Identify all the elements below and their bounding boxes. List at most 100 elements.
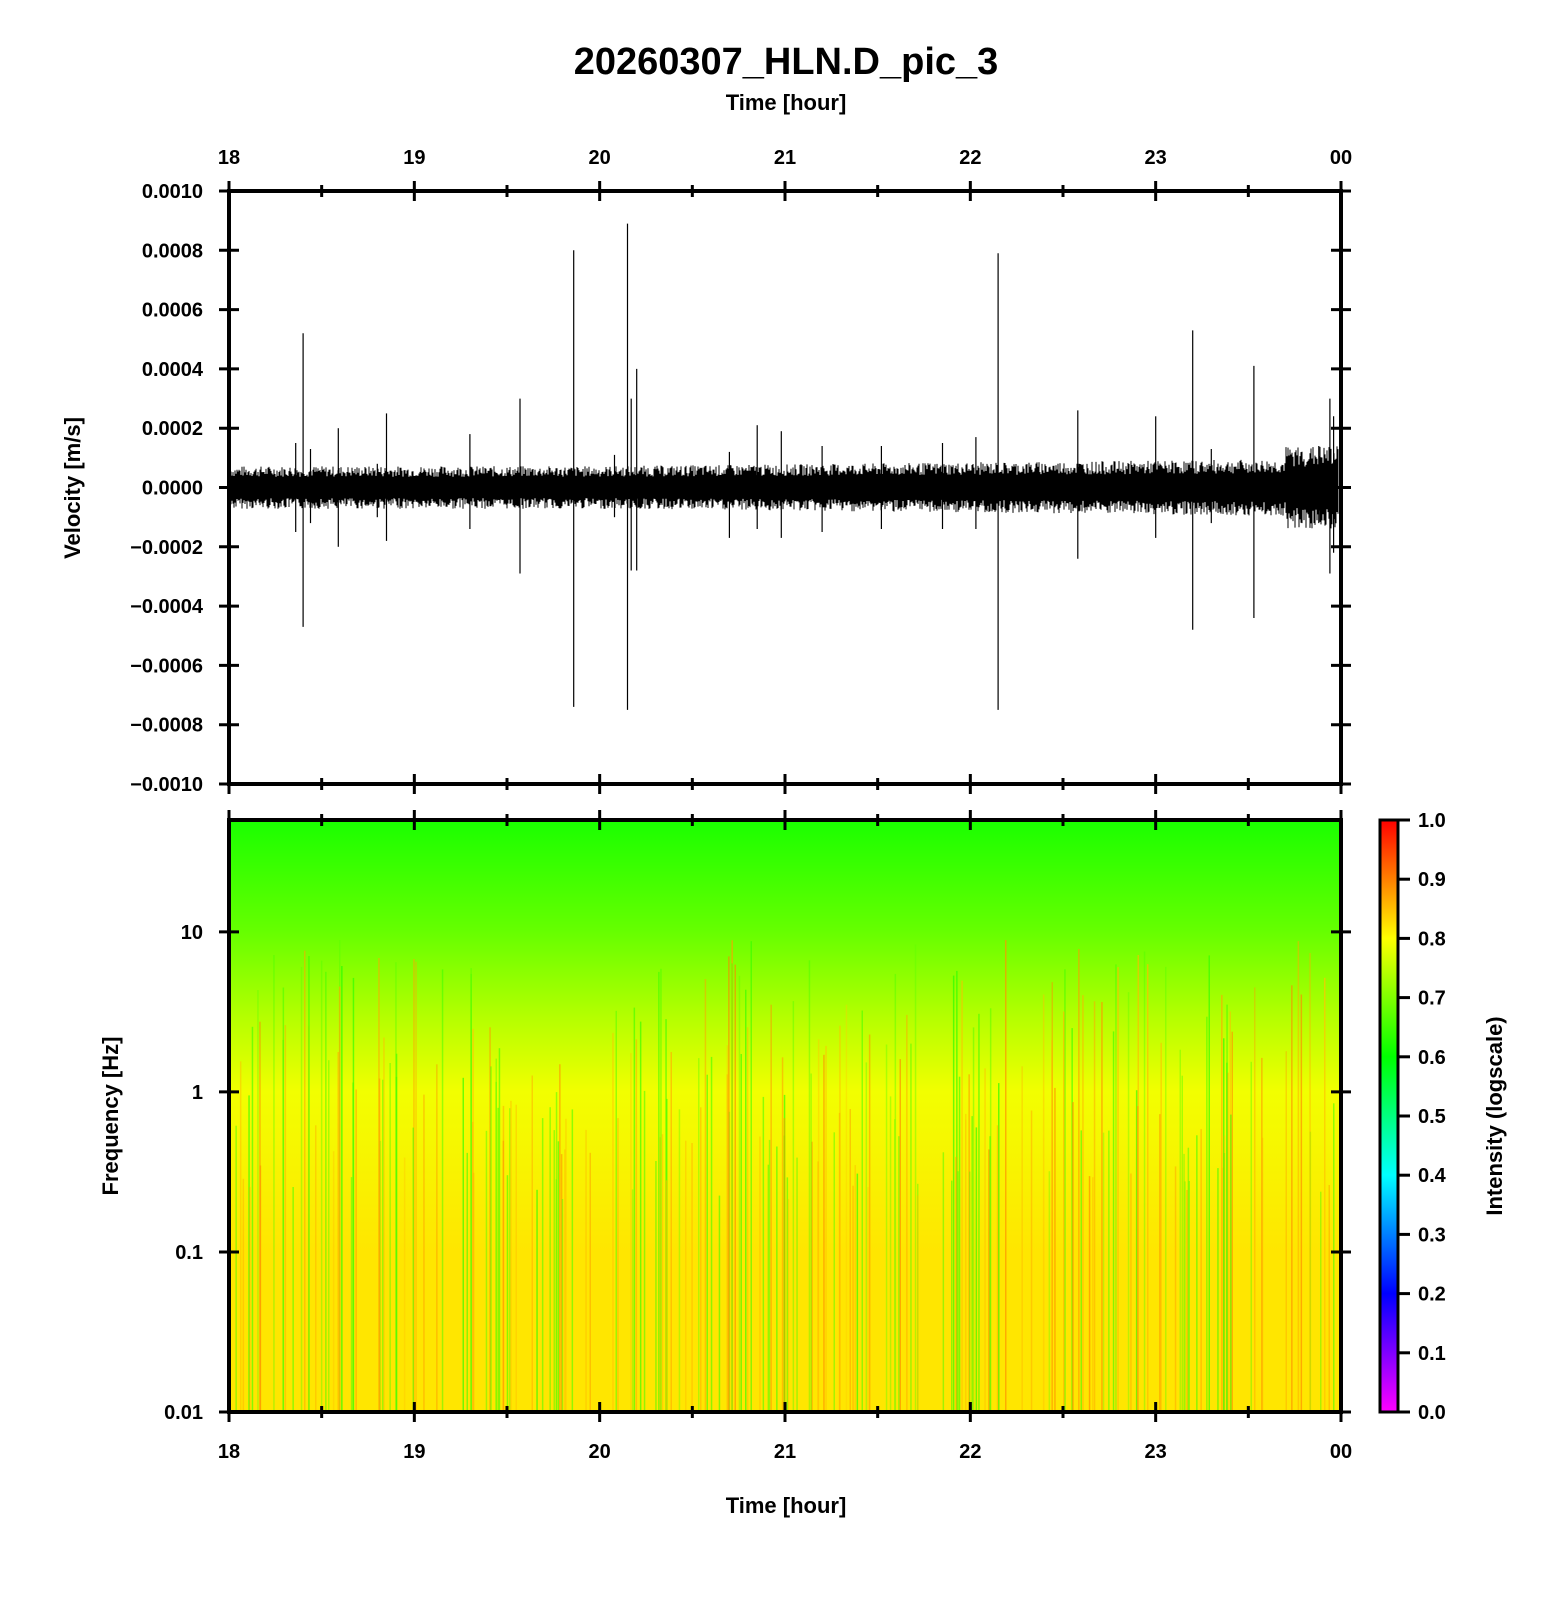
spectrogram-stripe: [249, 1186, 251, 1410]
spectrogram-stripe: [745, 989, 747, 1410]
spectrogram-stripe: [412, 1127, 414, 1410]
spectrogram-stripe: [965, 1113, 967, 1410]
spectrogram-stripe: [1223, 1038, 1225, 1410]
spectrogram-stripe: [1250, 1061, 1252, 1410]
spectrogram-stripe: [495, 1081, 497, 1410]
spectrogram-stripe: [1196, 1135, 1198, 1410]
spectrogram-stripe: [1231, 1031, 1233, 1410]
spectrogram-stripe: [612, 1032, 614, 1410]
spectrogram-stripe: [910, 1043, 912, 1410]
spectrogram-stripe: [1130, 1173, 1132, 1410]
spectrogram-stripe: [718, 1195, 721, 1410]
spectrogram-stripe: [978, 1013, 980, 1410]
spectrogram-stripe: [817, 1161, 819, 1410]
y-tick-label: 0.0000: [142, 478, 203, 500]
spectrogram-stripe: [849, 1109, 851, 1410]
spectrogram-stripe: [1183, 1153, 1185, 1410]
spectrogram-stripe: [565, 1118, 567, 1410]
spectrogram-stripe: [1093, 1001, 1096, 1410]
spectrogram-stripe: [352, 977, 355, 1410]
spectrogram-stripe: [509, 1108, 511, 1410]
y-tick-label: −0.0004: [130, 596, 204, 618]
spectrogram-stripe: [337, 1052, 339, 1410]
x-tick-label: 21: [774, 1441, 796, 1463]
colorbar-tick-label: 0.0: [1418, 1402, 1446, 1424]
spectrogram-stripe: [746, 1027, 749, 1410]
spectrogram-stripe: [1159, 1114, 1161, 1410]
spectrogram-stripe: [899, 1059, 901, 1410]
spectrogram-stripe: [403, 1157, 406, 1410]
spectrogram-stripe: [382, 1079, 384, 1410]
spectrogram-stripe: [341, 966, 343, 1410]
spectrogram-stripe: [571, 1109, 574, 1410]
spectrogram-stripe: [635, 1039, 638, 1410]
spectrogram-stripe: [630, 1053, 632, 1410]
spectrogram-stripe: [395, 1076, 398, 1410]
spectrogram-stripe: [328, 1060, 330, 1410]
colorbar-gradient: [1378, 818, 1400, 1414]
spectrogram-stripe: [282, 987, 285, 1410]
spectrogram-stripe: [495, 1058, 497, 1410]
colorbar-tick-label: 0.3: [1418, 1224, 1446, 1246]
spectrogram-stripe: [894, 1119, 896, 1410]
colorbar-tick-label: 0.6: [1418, 1047, 1446, 1069]
spectrogram-stripe: [561, 1199, 564, 1410]
spectrogram-stripe: [1115, 964, 1117, 1410]
spectrogram-stripe: [489, 1027, 491, 1410]
spectrogram-panel: 18 19 20 21 22 23 00 10 1 0.1 0.01 Frequency [Hz]…: [98, 810, 1352, 1518]
colorbar-tick-label: 0.8: [1418, 928, 1446, 950]
spectrogram-stripe: [700, 1107, 702, 1410]
spectrogram-stripe: [273, 955, 275, 1410]
spectrogram-stripe: [698, 1058, 700, 1410]
spectrogram-stripe: [515, 1104, 517, 1410]
spectrogram-stripe: [971, 1116, 973, 1410]
spectrogram-stripe: [1320, 1191, 1322, 1410]
spectrogram-stripe: [1160, 1042, 1162, 1410]
spectrogram-stripe: [1333, 1103, 1335, 1410]
spectrogram-stripe: [284, 1025, 287, 1410]
spectrogram-stripe: [768, 1139, 771, 1410]
spectrogram-stripe: [304, 950, 306, 1410]
spectrogram-stripe: [560, 1154, 563, 1410]
spectrogram-stripe: [1187, 1147, 1190, 1410]
spectrogram-stripe: [1127, 992, 1130, 1410]
spectrogram-stripe: [762, 1096, 765, 1410]
spectrogram-stripe: [738, 975, 741, 1410]
spectrogram-stripe: [865, 1062, 868, 1410]
spectrogram-time-stripes: [235, 940, 1335, 1410]
colorbar-tick-label: 1.0: [1418, 810, 1446, 832]
spectrogram-stripe: [823, 1054, 825, 1410]
y-tick-label: 0.01: [164, 1402, 203, 1424]
spectrogram-stripe: [1324, 977, 1326, 1410]
spectrogram-stripe: [639, 1021, 642, 1410]
seismogram-x-ticks: 18 19 20 21 22 23 00: [218, 147, 1352, 794]
spectrogram-stripe: [894, 973, 897, 1410]
x-tick-label: 00: [1330, 1441, 1352, 1463]
spectrogram-stripe: [811, 1141, 813, 1410]
spectrogram-stripe: [942, 1152, 945, 1410]
spectrogram-stripe: [969, 1171, 971, 1410]
y-tick-label: 0.0008: [142, 240, 203, 262]
frequency-axis-title: Frequency [Hz]: [98, 1037, 123, 1196]
noise-band: [230, 446, 1339, 529]
spectrogram-stripe: [541, 1118, 544, 1410]
seismogram-y-ticks: 0.0010 0.0008 0.0006 0.0004 0.0002 0.0000 −0.0…: [130, 181, 1351, 796]
spectrogram-stripe: [379, 1140, 382, 1410]
spectrogram-stripe: [984, 1068, 986, 1410]
spectrogram-stripe: [1261, 1057, 1263, 1410]
spectrogram-stripe: [1297, 941, 1300, 1410]
spectrogram-stripe: [531, 1075, 533, 1410]
spectrogram-stripe: [867, 1187, 869, 1410]
spectrogram-stripe: [1030, 1110, 1033, 1410]
seismogram-panel: 18 19 20 21 22 23 00 0.00100.00080.00060.00040…: [60, 147, 1352, 796]
spectrogram-stripe: [856, 1173, 859, 1410]
spectrogram-stripe: [1328, 1185, 1330, 1410]
spectrogram-stripe: [885, 1044, 888, 1410]
spectrogram-stripe: [355, 1089, 357, 1410]
spectrogram-stripe: [536, 1189, 538, 1410]
spectrogram-stripe: [852, 1185, 854, 1410]
spectrogram-stripe: [786, 1177, 789, 1410]
spectrogram-stripe: [1054, 1087, 1056, 1410]
spectrogram-stripe: [889, 1096, 892, 1410]
